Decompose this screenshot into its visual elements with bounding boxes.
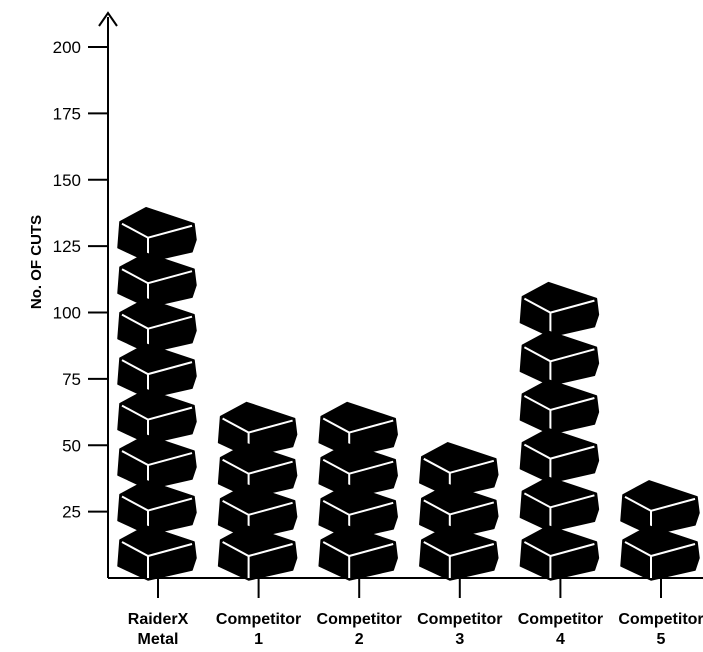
bar — [217, 401, 298, 581]
y-tick-label: 175 — [53, 104, 81, 123]
bar — [419, 442, 499, 581]
axes — [98, 11, 703, 579]
x-tick-label: Competitor 3 — [417, 611, 502, 648]
x-tick-label: Competitor 1 — [216, 611, 301, 648]
y-tick-label: 75 — [62, 370, 81, 389]
bar — [620, 480, 700, 581]
y-tick-label: 25 — [62, 503, 81, 522]
bar — [117, 206, 197, 581]
x-tick-label: RaiderX Metal — [128, 611, 189, 648]
x-tick-label: Competitor 4 — [518, 611, 603, 648]
bar — [519, 281, 600, 581]
bars — [117, 206, 700, 581]
x-tick-label: Competitor 5 — [618, 611, 703, 648]
y-axis-title: No. OF CUTS — [28, 215, 45, 309]
x-ticks: RaiderX Metal Competitor 1 Competitor 2 Compet… — [128, 578, 703, 648]
y-tick-label: 100 — [53, 304, 81, 323]
y-tick-label: 150 — [53, 171, 81, 190]
y-axis-arrow — [98, 11, 118, 27]
y-tick-label: 125 — [53, 237, 81, 256]
y-ticks: 25 50 75 100 125 150 175 200 — [53, 38, 108, 522]
y-tick-label: 200 — [53, 38, 81, 57]
x-tick-label: Competitor 2 — [317, 611, 402, 648]
y-tick-label: 50 — [62, 436, 81, 455]
bar — [318, 401, 398, 581]
